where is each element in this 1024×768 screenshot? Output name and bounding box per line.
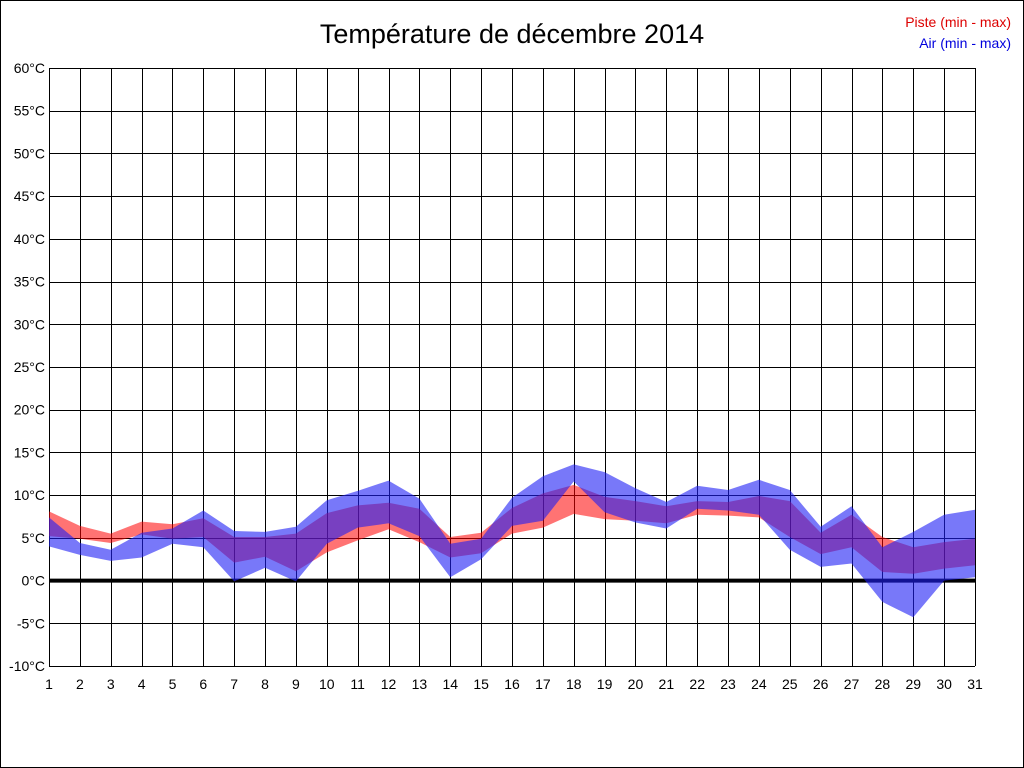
- svg-text:28: 28: [875, 676, 891, 692]
- svg-text:13: 13: [412, 676, 428, 692]
- svg-text:21: 21: [659, 676, 675, 692]
- svg-text:23: 23: [720, 676, 736, 692]
- svg-text:2: 2: [76, 676, 84, 692]
- svg-text:45°C: 45°C: [14, 188, 45, 204]
- svg-text:0°C: 0°C: [22, 573, 46, 589]
- svg-text:30: 30: [936, 676, 952, 692]
- svg-text:4: 4: [138, 676, 146, 692]
- svg-text:1: 1: [45, 676, 53, 692]
- svg-text:25°C: 25°C: [14, 359, 45, 375]
- svg-text:16: 16: [504, 676, 520, 692]
- svg-text:20: 20: [628, 676, 644, 692]
- svg-text:26: 26: [813, 676, 829, 692]
- svg-text:-5°C: -5°C: [17, 615, 45, 631]
- svg-text:50°C: 50°C: [14, 145, 45, 161]
- svg-text:5°C: 5°C: [22, 530, 46, 546]
- svg-text:35°C: 35°C: [14, 274, 45, 290]
- svg-text:19: 19: [597, 676, 613, 692]
- svg-text:30°C: 30°C: [14, 316, 45, 332]
- legend-piste-label: Piste (min - max): [905, 14, 1011, 30]
- air-minmax-band: [49, 464, 975, 618]
- svg-text:20°C: 20°C: [14, 402, 45, 418]
- grid-lines: [49, 68, 976, 667]
- svg-text:25: 25: [782, 676, 798, 692]
- svg-text:17: 17: [535, 676, 551, 692]
- y-axis-tick-labels: 60°C 55°C 50°C 45°C 40°C 35°C 30°C 25°C 20°C 15°C…: [9, 60, 45, 674]
- svg-text:55°C: 55°C: [14, 103, 45, 119]
- legend-air-label: Air (min - max): [919, 35, 1011, 51]
- svg-text:12: 12: [381, 676, 397, 692]
- svg-text:3: 3: [107, 676, 115, 692]
- svg-text:10°C: 10°C: [14, 487, 45, 503]
- svg-text:6: 6: [199, 676, 207, 692]
- svg-text:22: 22: [689, 676, 705, 692]
- svg-text:18: 18: [566, 676, 582, 692]
- svg-text:9: 9: [292, 676, 300, 692]
- svg-text:60°C: 60°C: [14, 60, 45, 76]
- svg-text:14: 14: [442, 676, 458, 692]
- svg-text:31: 31: [967, 676, 983, 692]
- svg-text:8: 8: [261, 676, 269, 692]
- svg-text:5: 5: [169, 676, 177, 692]
- svg-text:15°C: 15°C: [14, 444, 45, 460]
- chart-title: Température de décembre 2014: [319, 19, 705, 49]
- svg-text:10: 10: [319, 676, 335, 692]
- svg-text:27: 27: [844, 676, 860, 692]
- svg-text:7: 7: [230, 676, 238, 692]
- x-axis-tick-labels: 1 2 3 4 5 6 7 8 9 10 11 12 13 14 15 16 17 18 19 20 21 22 23 24 2…: [45, 676, 983, 692]
- svg-text:29: 29: [905, 676, 921, 692]
- legend: Piste (min - max) Air (min - max): [905, 12, 1011, 54]
- svg-text:-10°C: -10°C: [9, 658, 45, 674]
- svg-text:11: 11: [350, 676, 365, 692]
- svg-text:24: 24: [751, 676, 767, 692]
- svg-text:40°C: 40°C: [14, 231, 45, 247]
- svg-text:15: 15: [473, 676, 489, 692]
